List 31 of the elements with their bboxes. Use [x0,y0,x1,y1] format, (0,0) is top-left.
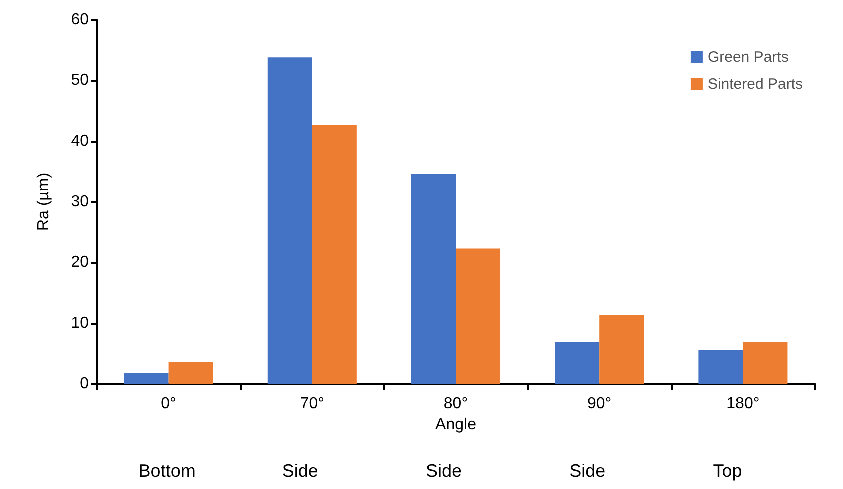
text: Bottom [138,461,196,481]
x-tick-label: 0° [161,396,176,412]
x-tick-label: 90° [588,396,612,412]
bar [411,174,456,384]
x-tick-label: 70° [300,396,324,412]
y-tick-label: 20 [71,254,90,272]
bar [312,124,357,384]
y-tick-label: 10 [71,314,90,332]
legend-label: Green Parts [708,49,789,66]
bar [698,350,744,384]
legend-label: Sintered Parts [708,76,803,93]
bar [456,248,501,384]
text: Side [426,461,462,481]
y-tick-label: 40 [71,132,90,150]
y-tick-label: 50 [71,72,90,90]
bar [600,315,644,384]
bar [268,58,312,384]
bar [555,342,600,384]
x-axis-title: Angle [436,416,477,434]
y-tick-label: 0 [80,376,90,392]
bar [743,342,788,384]
y-tick-label: 30 [71,194,90,210]
bar [124,373,169,384]
text: Side [570,461,606,481]
x-tick-label: 80° [444,396,468,412]
x-tick-label: 180° [726,396,760,412]
y-tick-label: 60 [71,12,90,28]
bar [168,362,214,384]
y-axis-title: Ra (µm) [36,172,52,232]
text: Top [713,461,742,481]
text: Side [282,461,318,481]
